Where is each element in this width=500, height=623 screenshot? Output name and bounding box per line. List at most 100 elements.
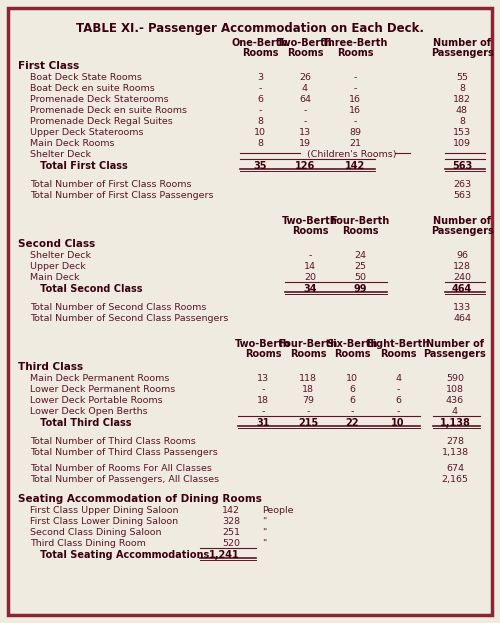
Text: Total Number of First Class Rooms: Total Number of First Class Rooms (30, 180, 192, 189)
Text: Rooms: Rooms (337, 48, 373, 58)
Text: 10: 10 (346, 374, 358, 383)
Text: 563: 563 (452, 161, 472, 171)
Text: 6: 6 (349, 385, 355, 394)
Text: 126: 126 (295, 161, 315, 171)
Text: Six-Berth: Six-Berth (326, 339, 378, 349)
Text: Upper Deck Staterooms: Upper Deck Staterooms (30, 128, 144, 137)
Text: 13: 13 (257, 374, 269, 383)
Text: 4: 4 (452, 407, 458, 416)
Text: Two-Berth: Two-Berth (235, 339, 291, 349)
Text: Second Class: Second Class (18, 239, 95, 249)
Text: Three-Berth: Three-Berth (322, 38, 388, 48)
Text: 10: 10 (391, 418, 405, 428)
Text: 251: 251 (222, 528, 240, 537)
Text: -: - (304, 106, 306, 115)
Text: Lower Deck Open Berths: Lower Deck Open Berths (30, 407, 148, 416)
Text: 240: 240 (453, 273, 471, 282)
Text: -: - (262, 407, 264, 416)
Text: 34: 34 (303, 284, 317, 294)
Text: Second Class Dining Saloon: Second Class Dining Saloon (30, 528, 162, 537)
Text: -: - (396, 407, 400, 416)
Text: 6: 6 (395, 396, 401, 405)
Text: 182: 182 (453, 95, 471, 104)
Text: 64: 64 (299, 95, 311, 104)
Text: Shelter Deck: Shelter Deck (30, 150, 91, 159)
Text: Rooms: Rooms (242, 48, 278, 58)
Text: Number of: Number of (433, 38, 491, 48)
Text: 328: 328 (222, 517, 240, 526)
Text: 436: 436 (446, 396, 464, 405)
Text: Boat Deck en suite Rooms: Boat Deck en suite Rooms (30, 84, 155, 93)
Text: Upper Deck: Upper Deck (30, 262, 86, 271)
Text: -: - (262, 385, 264, 394)
Text: 1,138: 1,138 (440, 418, 470, 428)
Text: Promenade Deck Staterooms: Promenade Deck Staterooms (30, 95, 168, 104)
Text: 263: 263 (453, 180, 471, 189)
Text: 13: 13 (299, 128, 311, 137)
Text: Total Number of Rooms For All Classes: Total Number of Rooms For All Classes (30, 464, 212, 473)
Text: (Children's Rooms): (Children's Rooms) (307, 150, 396, 159)
Text: -: - (354, 73, 356, 82)
Text: -: - (308, 251, 312, 260)
Text: Four-Berth: Four-Berth (330, 216, 390, 226)
Text: First Class Upper Dining Saloon: First Class Upper Dining Saloon (30, 506, 178, 515)
Text: 89: 89 (349, 128, 361, 137)
Text: 133: 133 (453, 303, 471, 312)
Text: 464: 464 (452, 284, 472, 294)
Text: ": " (262, 539, 266, 548)
Text: Total Third Class: Total Third Class (30, 418, 132, 428)
Text: Two-Berth: Two-Berth (277, 38, 333, 48)
Text: Main Deck: Main Deck (30, 273, 80, 282)
Text: Total First Class: Total First Class (30, 161, 128, 171)
Text: 22: 22 (345, 418, 359, 428)
Text: Rooms: Rooms (287, 48, 323, 58)
Text: 10: 10 (254, 128, 266, 137)
Text: Shelter Deck: Shelter Deck (30, 251, 91, 260)
Text: Rooms: Rooms (292, 226, 328, 236)
Text: Two-Berth: Two-Berth (282, 216, 338, 226)
Text: 26: 26 (299, 73, 311, 82)
Text: One-Berth: One-Berth (232, 38, 288, 48)
Text: 215: 215 (298, 418, 318, 428)
Text: Main Deck Rooms: Main Deck Rooms (30, 139, 114, 148)
Text: 109: 109 (453, 139, 471, 148)
Text: Rooms: Rooms (380, 349, 416, 359)
Text: First Class: First Class (18, 61, 79, 71)
Text: Total Seating Accommodations: Total Seating Accommodations (30, 550, 209, 560)
Text: Boat Deck State Rooms: Boat Deck State Rooms (30, 73, 142, 82)
Text: 4: 4 (302, 84, 308, 93)
Text: Third Class Dining Room: Third Class Dining Room (30, 539, 146, 548)
Text: 18: 18 (302, 385, 314, 394)
Text: 4: 4 (395, 374, 401, 383)
Text: Promenade Deck en suite Rooms: Promenade Deck en suite Rooms (30, 106, 187, 115)
Text: 590: 590 (446, 374, 464, 383)
Text: Passengers: Passengers (430, 226, 494, 236)
Text: Main Deck Permanent Rooms: Main Deck Permanent Rooms (30, 374, 170, 383)
Text: -: - (258, 106, 262, 115)
Text: 118: 118 (299, 374, 317, 383)
Text: TABLE XI.- Passenger Accommodation on Each Deck.: TABLE XI.- Passenger Accommodation on Ea… (76, 22, 424, 35)
Text: 1,138: 1,138 (442, 448, 468, 457)
Text: 79: 79 (302, 396, 314, 405)
Text: 153: 153 (453, 128, 471, 137)
Text: Number of: Number of (426, 339, 484, 349)
Text: -: - (350, 407, 354, 416)
Text: Promenade Deck Regal Suites: Promenade Deck Regal Suites (30, 117, 173, 126)
Text: 142: 142 (345, 161, 365, 171)
Text: 31: 31 (256, 418, 270, 428)
Text: ": " (262, 528, 266, 537)
Text: 96: 96 (456, 251, 468, 260)
Text: Four-Berth: Four-Berth (278, 339, 338, 349)
Text: -: - (306, 407, 310, 416)
Text: 8: 8 (459, 84, 465, 93)
Text: Rooms: Rooms (342, 226, 378, 236)
Text: 19: 19 (299, 139, 311, 148)
Text: 14: 14 (304, 262, 316, 271)
Text: Lower Deck Portable Rooms: Lower Deck Portable Rooms (30, 396, 162, 405)
Text: Total Number of Second Class Passengers: Total Number of Second Class Passengers (30, 314, 228, 323)
Text: 48: 48 (456, 106, 468, 115)
Text: 3: 3 (257, 73, 263, 82)
Text: 6: 6 (257, 95, 263, 104)
Text: 2,165: 2,165 (442, 475, 468, 484)
Text: 520: 520 (222, 539, 240, 548)
